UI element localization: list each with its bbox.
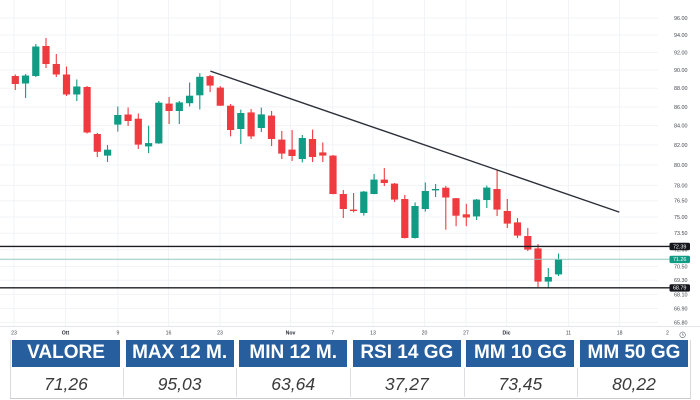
svg-text:Nov: Nov <box>286 331 296 337</box>
svg-text:65.80: 65.80 <box>674 320 688 326</box>
svg-text:2: 2 <box>666 331 669 337</box>
svg-text:86.00: 86.00 <box>674 105 688 111</box>
svg-text:90.00: 90.00 <box>674 68 688 74</box>
svg-text:69.30: 69.30 <box>674 278 688 284</box>
svg-text:27: 27 <box>463 331 469 337</box>
svg-text:13: 13 <box>370 331 376 337</box>
svg-text:96.00: 96.00 <box>674 16 688 22</box>
svg-text:16: 16 <box>166 331 172 337</box>
svg-text:72.00: 72.00 <box>674 248 688 254</box>
svg-text:73.50: 73.50 <box>674 231 688 237</box>
svg-text:23: 23 <box>11 331 17 337</box>
svg-text:Dic: Dic <box>502 331 510 337</box>
svg-text:68.79: 68.79 <box>673 286 687 292</box>
svg-text:80.00: 80.00 <box>674 163 688 169</box>
svg-text:11: 11 <box>566 331 571 337</box>
svg-text:92.00: 92.00 <box>674 50 688 56</box>
svg-text:66.90: 66.90 <box>674 306 688 312</box>
svg-text:68.10: 68.10 <box>674 292 688 298</box>
svg-text:84.00: 84.00 <box>674 124 688 130</box>
svg-text:Ott: Ott <box>62 331 70 337</box>
svg-text:75.00: 75.00 <box>674 215 688 221</box>
svg-text:23: 23 <box>217 331 223 337</box>
svg-text:76.50: 76.50 <box>674 199 688 205</box>
svg-text:7: 7 <box>331 331 334 337</box>
svg-text:78.00: 78.00 <box>674 183 688 189</box>
svg-text:88.00: 88.00 <box>674 86 688 92</box>
svg-text:70.50: 70.50 <box>674 264 688 270</box>
svg-text:72.39: 72.39 <box>673 244 687 250</box>
svg-text:82.00: 82.00 <box>674 143 688 149</box>
svg-text:9: 9 <box>117 331 120 337</box>
svg-text:18: 18 <box>617 331 623 337</box>
svg-text:94.00: 94.00 <box>674 33 688 39</box>
svg-text:71.26: 71.26 <box>673 257 687 263</box>
svg-text:20: 20 <box>422 331 428 337</box>
